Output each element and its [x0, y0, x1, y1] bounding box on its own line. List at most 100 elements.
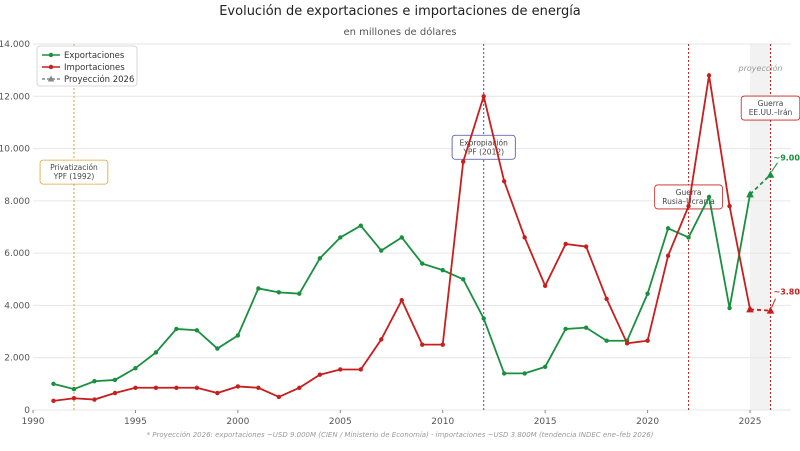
data-point [153, 385, 159, 390]
data-point [297, 385, 302, 390]
data-point [338, 235, 343, 240]
data-point [71, 396, 77, 401]
data-point [133, 385, 138, 390]
legend-marker [48, 64, 54, 70]
data-point [215, 346, 220, 351]
event-label-box [451, 134, 516, 160]
legend-marker [48, 52, 54, 58]
data-point [194, 385, 200, 390]
data-point [92, 397, 97, 402]
data-point [399, 298, 404, 303]
data-point [256, 286, 261, 291]
data-point [358, 367, 363, 372]
data-point [276, 290, 282, 295]
data-point [420, 342, 425, 347]
data-point [379, 248, 384, 253]
y-tick-label: 6.000 [4, 249, 30, 259]
data-point [563, 326, 568, 332]
data-point [174, 326, 179, 332]
x-tick-label: 1990 [22, 417, 45, 427]
data-point [645, 291, 650, 296]
y-tick-label: 12.000 [0, 92, 30, 102]
data-point [71, 386, 77, 392]
y-tick-label: 2.000 [4, 354, 30, 364]
data-point [153, 350, 159, 355]
y-tick-label: 4.000 [4, 301, 30, 311]
data-point [379, 337, 384, 342]
data-point [420, 261, 425, 266]
legend-label: Exportaciones [64, 51, 125, 61]
data-point [358, 223, 363, 228]
projection-marker [766, 306, 775, 314]
data-point [542, 364, 548, 370]
y-tick-label: 0 [24, 406, 30, 416]
projection-marker [766, 170, 775, 178]
data-point [215, 390, 220, 396]
data-point [461, 277, 466, 282]
data-point [399, 235, 404, 240]
data-point [665, 226, 671, 231]
data-point [686, 235, 691, 240]
chart-subtitle: en millones de dólares [343, 26, 456, 38]
data-point [481, 94, 486, 99]
data-point [665, 253, 671, 258]
x-tick-label: 2020 [636, 417, 659, 427]
data-point [112, 377, 118, 383]
data-point [317, 256, 323, 261]
projection-label-leader [771, 298, 776, 308]
data-point [583, 244, 589, 249]
data-point [583, 325, 589, 330]
data-point [686, 203, 691, 209]
event-label-text: Guerra [758, 99, 784, 108]
data-point [481, 316, 486, 321]
data-point [706, 73, 712, 78]
data-point [276, 394, 282, 400]
legend-marker [47, 75, 55, 82]
data-point [604, 338, 609, 343]
data-point [604, 296, 609, 302]
data-point [112, 390, 118, 396]
data-point [522, 371, 527, 376]
data-point [256, 385, 261, 390]
data-point [727, 203, 732, 209]
projection-marker [746, 190, 754, 198]
data-point [92, 379, 97, 384]
data-point [235, 384, 241, 389]
event-label-text: YPF (1992) [53, 172, 95, 181]
x-tick-label: 2025 [739, 417, 762, 427]
data-point [542, 283, 548, 289]
chart-footnote: * Proyección 2026: exportaciones ~USD 9.… [147, 431, 654, 439]
data-point [563, 241, 568, 247]
x-tick-label: 1995 [124, 417, 147, 427]
y-tick-label: 8.000 [4, 197, 30, 207]
data-point [645, 338, 650, 343]
x-tick-label: 2005 [329, 417, 352, 427]
data-point [51, 381, 56, 387]
data-point [522, 235, 527, 240]
projection-region-label: proyección [738, 63, 783, 73]
data-point [51, 398, 56, 404]
data-point [501, 371, 507, 376]
data-point [297, 291, 302, 296]
data-point [727, 305, 732, 311]
data-point [235, 333, 241, 338]
projection-label-importaciones: ~3.800 [774, 288, 800, 297]
x-tick-label: 2010 [431, 417, 454, 427]
event-label-text: Guerra [676, 188, 702, 197]
projection-line-importaciones [749, 308, 771, 312]
data-point [440, 267, 445, 273]
projection-line-exportaciones [749, 174, 772, 195]
data-point [174, 385, 179, 390]
data-point [440, 342, 445, 347]
data-point [461, 159, 466, 164]
data-point [317, 372, 323, 377]
x-tick-label: 2015 [534, 417, 557, 427]
data-point [133, 365, 138, 371]
series-line-0 [53, 194, 751, 391]
data-point [194, 328, 200, 333]
y-tick-label: 14.000 [0, 40, 30, 50]
event-label-text: Privatización [50, 163, 98, 172]
projection-label-exportaciones: ~9.000 [774, 154, 800, 163]
